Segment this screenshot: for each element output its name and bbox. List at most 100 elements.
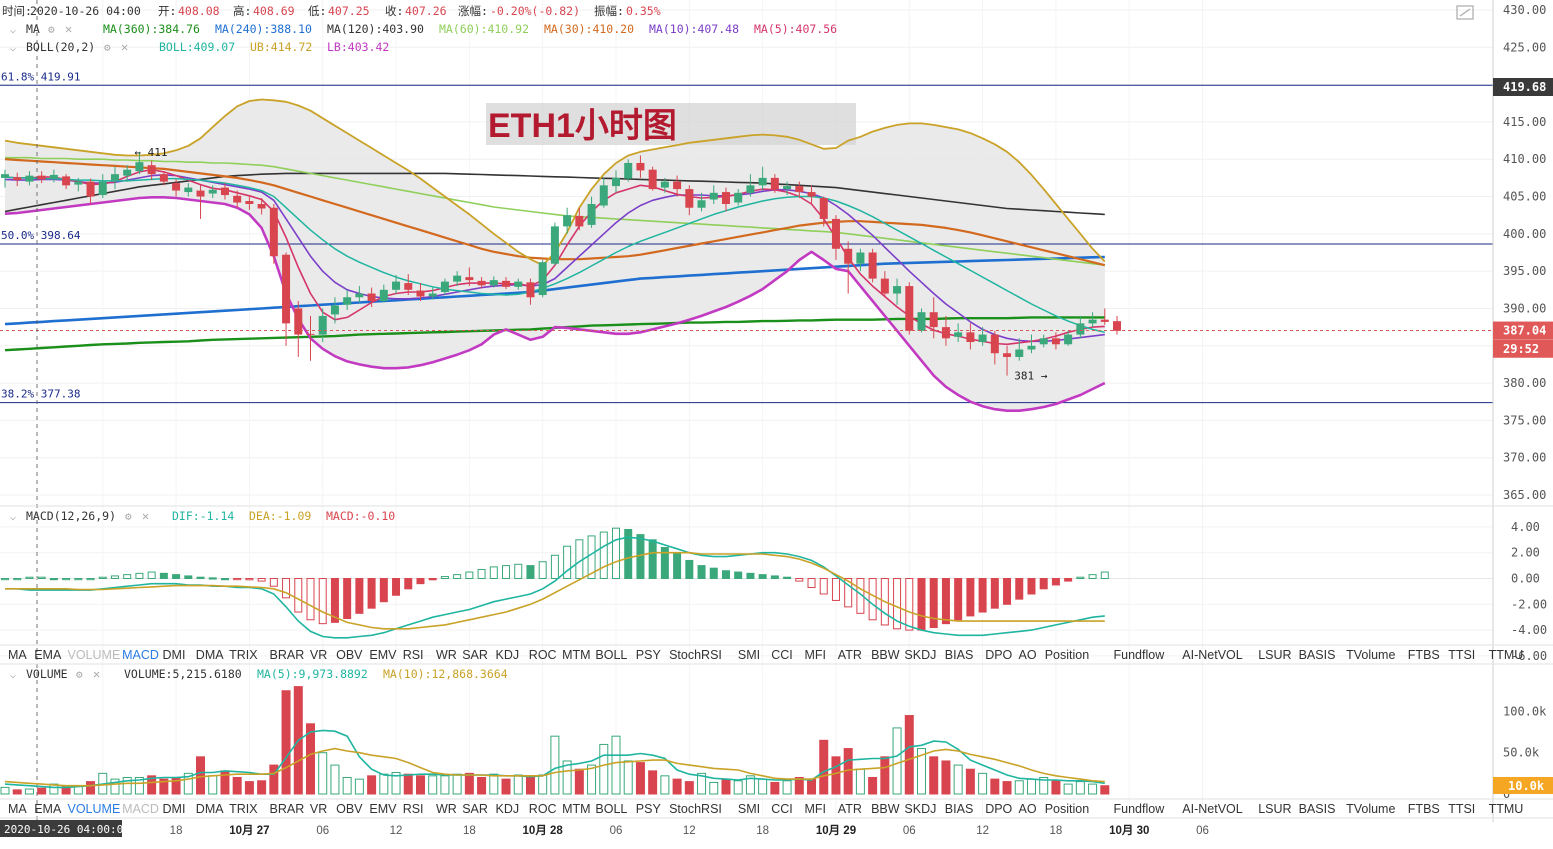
indicator-tab[interactable]: EMA	[34, 802, 62, 816]
indicator-tab[interactable]: BIAS	[945, 802, 974, 816]
indicator-tab[interactable]: BRAR	[270, 802, 305, 816]
indicator-tab[interactable]: WR	[436, 802, 457, 816]
indicator-tab[interactable]: TTSI	[1448, 802, 1475, 816]
indicator-tab[interactable]: TTMU	[1489, 802, 1524, 816]
indicator-tab[interactable]: MA	[8, 802, 27, 816]
indicator-tab[interactable]: MACD	[122, 802, 159, 816]
indicator-tab[interactable]: AO	[1019, 802, 1037, 816]
indicator-tab[interactable]: BRAR	[270, 648, 305, 662]
indicator-tab[interactable]: ROC	[529, 648, 557, 662]
macd-bar	[563, 545, 572, 579]
indicator-tab[interactable]: OBV	[336, 802, 363, 816]
indicator-tab[interactable]: BASIS	[1299, 802, 1336, 816]
indicator-tab[interactable]: DMA	[196, 648, 224, 662]
indicator-tab[interactable]: CCI	[771, 802, 793, 816]
indicator-tab[interactable]: TRIX	[229, 802, 258, 816]
settings-gear-icon[interactable]: ⚙	[104, 41, 111, 54]
indicator-tab[interactable]: FTBS	[1408, 648, 1440, 662]
candle	[135, 151, 144, 175]
indicator-tab[interactable]: TRIX	[229, 648, 258, 662]
indicator-tab[interactable]: BOLL	[595, 648, 627, 662]
indicator-tab[interactable]: DMI	[163, 802, 186, 816]
indicator-tab[interactable]: DPO	[985, 802, 1012, 816]
indicator-tab[interactable]: DMA	[196, 802, 224, 816]
indicator-tab[interactable]: LSUR	[1258, 802, 1291, 816]
indicator-tab[interactable]: TTMU	[1489, 648, 1524, 662]
indicator-tab[interactable]: OBV	[336, 648, 363, 662]
close-icon[interactable]: ✕	[93, 667, 100, 681]
expand-icon[interactable]	[1456, 5, 1474, 20]
indicator-tab[interactable]: RSI	[403, 802, 424, 816]
indicator-tab[interactable]: LSUR	[1258, 648, 1291, 662]
indicator-tab[interactable]: BBW	[871, 802, 900, 816]
candle	[196, 185, 205, 219]
close-icon[interactable]: ✕	[121, 40, 128, 54]
indicator-tab[interactable]: DMI	[163, 648, 186, 662]
indicator-tab[interactable]: TTSI	[1448, 648, 1475, 662]
indicator-tab[interactable]: EMV	[369, 648, 397, 662]
indicator-tab[interactable]: VOLUME	[68, 648, 121, 662]
volume-bar	[562, 760, 572, 795]
indicator-tab[interactable]: StochRSI	[669, 648, 722, 662]
indicator-tab[interactable]: MFI	[805, 648, 827, 662]
indicator-tab[interactable]: KDJ	[496, 802, 520, 816]
indicator-tab[interactable]: CCI	[771, 648, 793, 662]
indicator-tab[interactable]: Fundflow	[1114, 648, 1166, 662]
indicator-tab[interactable]: MACD	[122, 648, 159, 662]
indicator-tab[interactable]: MTM	[562, 648, 590, 662]
volume-bar	[159, 778, 169, 795]
indicator-tab[interactable]: AI-NetVOL	[1182, 802, 1242, 816]
indicator-tab[interactable]: FTBS	[1408, 802, 1440, 816]
indicator-tab[interactable]: SMI	[738, 802, 760, 816]
indicator-tab[interactable]: TVolume	[1346, 648, 1395, 662]
collapse-chevron-icon[interactable]: ⌵	[10, 512, 16, 523]
indicator-tab[interactable]: KDJ	[496, 648, 520, 662]
indicator-tab[interactable]: StochRSI	[669, 802, 722, 816]
indicator-tab[interactable]: AO	[1019, 648, 1037, 662]
indicator-tab[interactable]: AI-NetVOL	[1182, 648, 1242, 662]
indicator-tab[interactable]: WR	[436, 648, 457, 662]
indicator-tab[interactable]: Fundflow	[1114, 802, 1166, 816]
macd-bar	[147, 571, 156, 579]
indicator-tab[interactable]: VOLUME	[68, 802, 121, 816]
collapse-chevron-icon[interactable]: ⌵	[10, 670, 16, 681]
indicator-tab[interactable]: BBW	[871, 648, 900, 662]
indicator-tab[interactable]: BASIS	[1299, 648, 1336, 662]
macd-axis[interactable]: 4.00 2.00 0.00 -2.00 -4.00 -6.00	[1511, 520, 1547, 663]
indicator-tab[interactable]: MFI	[805, 802, 827, 816]
indicator-tab[interactable]: BIAS	[945, 648, 974, 662]
indicator-tab[interactable]: PSY	[636, 802, 662, 816]
settings-gear-icon[interactable]: ⚙	[125, 510, 132, 523]
indicator-tab[interactable]: ROC	[529, 802, 557, 816]
collapse-chevron-icon[interactable]: ⌵	[10, 43, 16, 54]
settings-gear-icon[interactable]: ⚙	[76, 668, 83, 681]
indicator-tab[interactable]: SMI	[738, 648, 760, 662]
indicator-tab[interactable]: ATR	[838, 648, 862, 662]
indicator-tab[interactable]: Position	[1045, 648, 1090, 662]
settings-gear-icon[interactable]: ⚙	[48, 23, 55, 36]
indicator-tab[interactable]: ATR	[838, 802, 862, 816]
indicator-tab[interactable]: MTM	[562, 802, 590, 816]
indicator-tab[interactable]: TVolume	[1346, 802, 1395, 816]
indicator-tab[interactable]: DPO	[985, 648, 1012, 662]
indicator-tab[interactable]: EMV	[369, 802, 397, 816]
indicator-tab[interactable]: SKDJ	[904, 802, 936, 816]
indicator-tab[interactable]: RSI	[403, 648, 424, 662]
indicator-tab[interactable]: Position	[1045, 802, 1090, 816]
indicator-tab[interactable]: PSY	[636, 648, 662, 662]
indicator-tab[interactable]: VR	[310, 802, 327, 816]
candle-body	[1003, 353, 1012, 357]
indicator-tab[interactable]: MA	[8, 648, 27, 662]
close-icon[interactable]: ✕	[65, 22, 72, 36]
indicator-tab[interactable]: SAR	[462, 648, 488, 662]
indicator-tab[interactable]: EMA	[34, 648, 62, 662]
volume-bar	[391, 772, 401, 795]
macd-bar	[1100, 571, 1109, 579]
collapse-chevron-icon[interactable]: ⌵	[10, 25, 16, 36]
indicator-tab[interactable]: BOLL	[595, 802, 627, 816]
indicator-tab[interactable]: SKDJ	[904, 648, 936, 662]
close-icon[interactable]: ✕	[142, 509, 149, 523]
indicator-tab[interactable]: VR	[310, 648, 327, 662]
indicator-tab[interactable]: SAR	[462, 802, 488, 816]
